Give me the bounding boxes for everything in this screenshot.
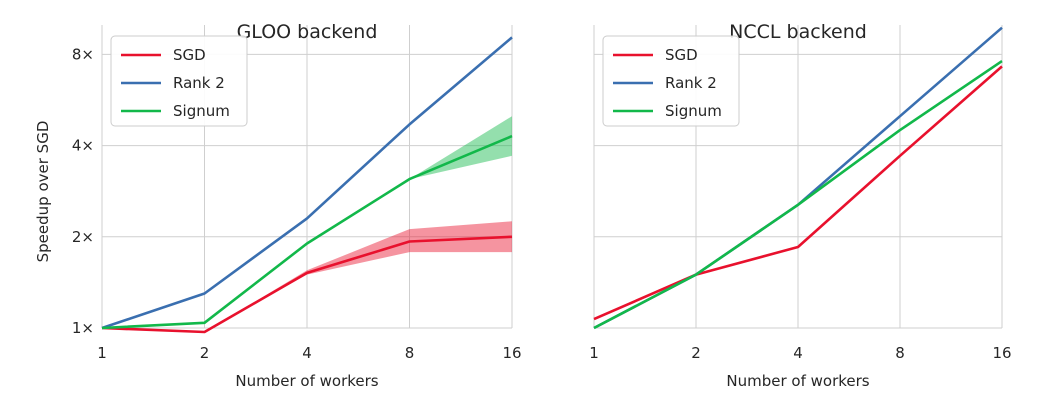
legend: SGD Rank 2 Signum: [110, 35, 248, 127]
y-tick-label: 4×: [72, 137, 94, 155]
x-axis-label: Number of workers: [726, 372, 869, 390]
y-axis-label: Speedup over SGD: [34, 121, 52, 263]
line-signum: [593, 60, 1003, 330]
legend-frame: [602, 35, 740, 127]
y-tick-label: 1×: [72, 319, 94, 337]
legend-label-sgd: SGD: [665, 46, 698, 64]
x-tick-label: 4: [302, 344, 312, 362]
legend-label-sgd: SGD: [173, 46, 206, 64]
line-sgd: [101, 235, 513, 334]
legend-frame: [110, 35, 248, 127]
legend-label-signum: Signum: [173, 102, 230, 120]
x-tick-label: 2: [691, 344, 701, 362]
x-tick-label: 1: [589, 344, 599, 362]
x-tick-label: 8: [405, 344, 415, 362]
x-axis-label: Number of workers: [235, 372, 378, 390]
x-tick-label: 8: [895, 344, 905, 362]
x-tick-label: 16: [992, 344, 1011, 362]
chart-title: GLOO backend: [237, 21, 378, 43]
x-tick-label: 1: [97, 344, 107, 362]
line-sgd: [593, 65, 1003, 321]
x-tick-label: 2: [200, 344, 210, 362]
chart-gloo: GLOO backend 1 2 4 8 16 1× 2× 4× 8× Number of work…: [34, 21, 522, 390]
line-rank-2: [101, 36, 513, 330]
x-tick-label: 4: [793, 344, 803, 362]
line-signum: [101, 134, 513, 330]
chart-nccl: NCCL backend 1 2 4 8 16 Number of workers SGD Ra…: [589, 21, 1011, 390]
y-tick-label: 2×: [72, 228, 94, 246]
band-sgd: [102, 221, 512, 332]
legend-label-signum: Signum: [665, 102, 722, 120]
chart-title: NCCL backend: [729, 21, 867, 43]
x-tick-label: 16: [502, 344, 521, 362]
legend-label-rank-2: Rank 2: [173, 74, 225, 92]
y-tick-label: 8×: [72, 45, 94, 63]
legend: SGD Rank 2 Signum: [602, 35, 740, 127]
legend-label-rank-2: Rank 2: [665, 74, 717, 92]
